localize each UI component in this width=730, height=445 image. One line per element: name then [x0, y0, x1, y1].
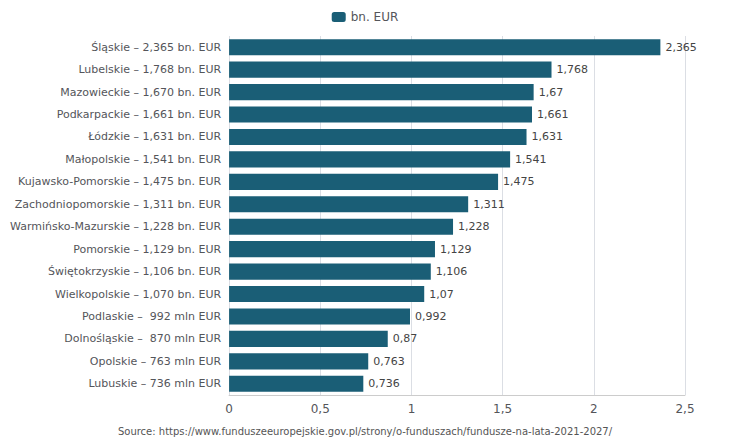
svg-text:Pomorskie – 1,129 bn. EUR: Pomorskie – 1,129 bn. EUR — [73, 243, 221, 256]
svg-text:0,992: 0,992 — [415, 310, 447, 323]
svg-text:Dolnośląskie – 870 mln EUR: Dolnośląskie – 870 mln EUR — [64, 332, 221, 345]
svg-text:Warmińsko-Mazurskie – 1,228 bn: Warmińsko-Mazurskie – 1,228 bn. EUR — [10, 220, 221, 233]
svg-text:2,365: 2,365 — [665, 41, 697, 54]
svg-text:bn. EUR: bn. EUR — [351, 10, 399, 24]
svg-text:1,129: 1,129 — [440, 243, 472, 256]
svg-text:Małopolskie – 1,541 bn. EUR: Małopolskie – 1,541 bn. EUR — [65, 153, 221, 166]
svg-text:1,228: 1,228 — [458, 220, 490, 233]
svg-text:0,87: 0,87 — [393, 332, 418, 345]
svg-text:1,311: 1,311 — [473, 198, 505, 211]
svg-text:0: 0 — [225, 402, 233, 416]
svg-text:Podkarpackie – 1,661 bn. EUR: Podkarpackie – 1,661 bn. EUR — [57, 108, 222, 121]
svg-text:1,661: 1,661 — [537, 108, 569, 121]
svg-text:0,5: 0,5 — [311, 402, 330, 416]
svg-text:1,768: 1,768 — [557, 63, 589, 76]
svg-text:Opolskie – 763 mln EUR: Opolskie – 763 mln EUR — [90, 355, 222, 368]
svg-text:2: 2 — [590, 402, 598, 416]
svg-text:Lubuskie – 736 mln EUR: Lubuskie – 736 mln EUR — [88, 377, 221, 390]
svg-text:Łódzkie – 1,631 bn. EUR: Łódzkie – 1,631 bn. EUR — [87, 130, 221, 143]
svg-text:Podlaskie – 992 mln EUR: Podlaskie – 992 mln EUR — [82, 310, 221, 323]
svg-text:Świętokrzyskie – 1,106 bn. EUR: Świętokrzyskie – 1,106 bn. EUR — [48, 265, 221, 278]
svg-text:1,67: 1,67 — [539, 86, 564, 99]
svg-text:Lubelskie – 1,768 bn. EUR: Lubelskie – 1,768 bn. EUR — [78, 63, 221, 76]
svg-text:Mazowieckie – 1,670 bn. EUR: Mazowieckie – 1,670 bn. EUR — [60, 86, 221, 99]
svg-text:0,736: 0,736 — [368, 377, 400, 390]
svg-text:2,5: 2,5 — [675, 402, 694, 416]
svg-text:1,541: 1,541 — [515, 153, 547, 166]
svg-text:Wielkopolskie – 1,070 bn. EUR: Wielkopolskie – 1,070 bn. EUR — [55, 288, 221, 301]
svg-text:Source: https://www.funduszeeu: Source: https://www.funduszeeuropejskie.… — [118, 426, 613, 437]
svg-text:1,631: 1,631 — [532, 130, 564, 143]
svg-text:1,07: 1,07 — [429, 288, 454, 301]
svg-text:Śląskie – 2,365 bn. EUR: Śląskie – 2,365 bn. EUR — [91, 41, 221, 54]
svg-text:1,106: 1,106 — [436, 265, 468, 278]
svg-text:1: 1 — [408, 402, 416, 416]
svg-text:0,763: 0,763 — [373, 355, 405, 368]
svg-text:1,475: 1,475 — [503, 175, 535, 188]
svg-text:Kujawsko-Pomorskie – 1,475 bn.: Kujawsko-Pomorskie – 1,475 bn. EUR — [18, 175, 221, 188]
svg-text:Zachodniopomorskie – 1,311 bn.: Zachodniopomorskie – 1,311 bn. EUR — [15, 198, 222, 211]
svg-text:1,5: 1,5 — [493, 402, 512, 416]
